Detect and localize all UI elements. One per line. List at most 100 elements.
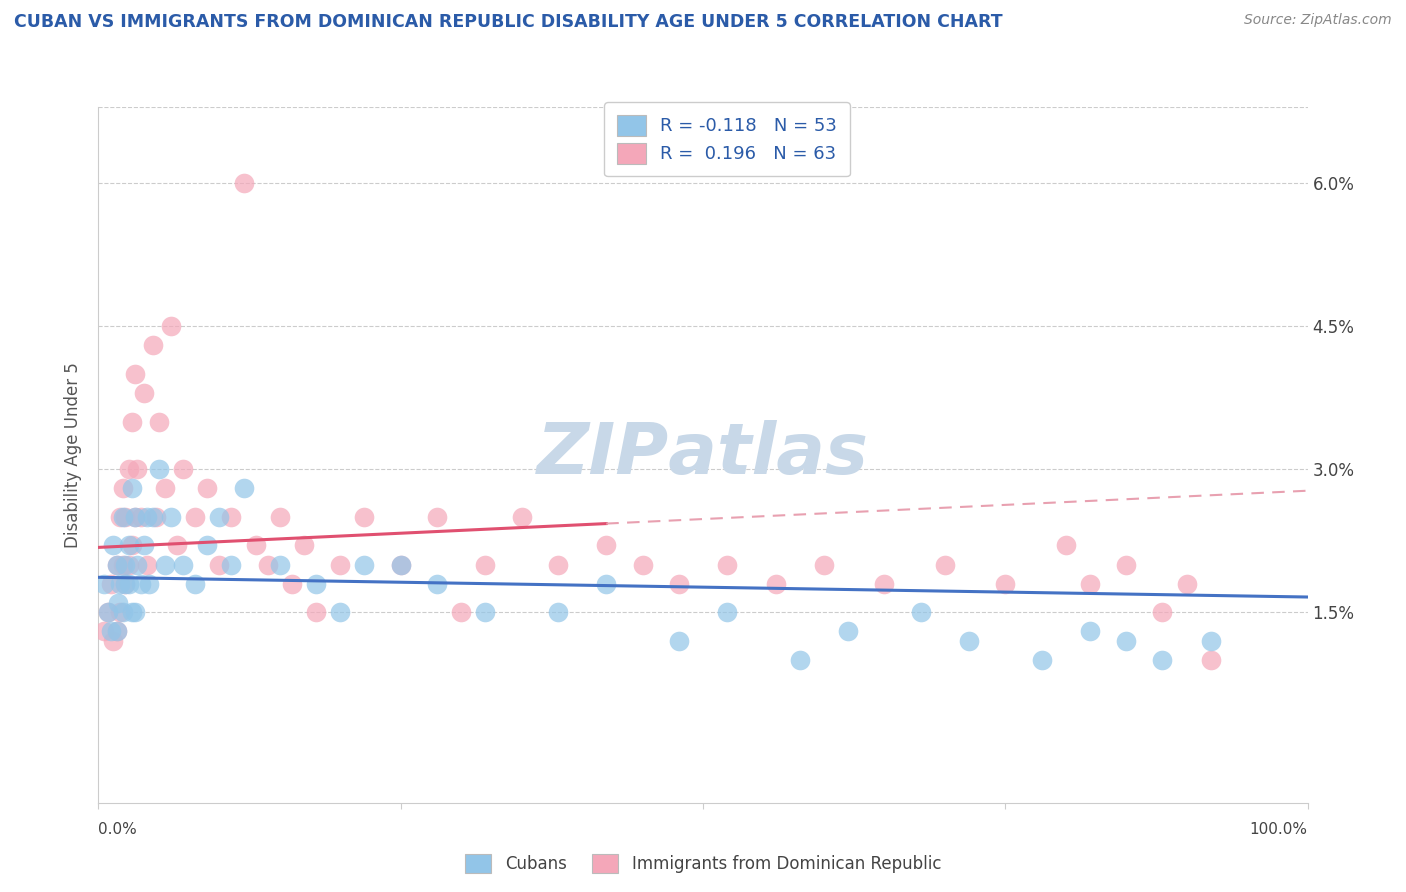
Point — [547, 605, 569, 619]
Point — [245, 539, 267, 553]
Point — [160, 509, 183, 524]
Point — [101, 539, 124, 553]
Point — [100, 576, 122, 591]
Text: ZIP​atlas: ZIP​atlas — [537, 420, 869, 490]
Point — [118, 539, 141, 553]
Point — [353, 558, 375, 572]
Point — [595, 576, 617, 591]
Point — [100, 624, 122, 639]
Point — [114, 576, 136, 591]
Point — [118, 576, 141, 591]
Point — [121, 481, 143, 495]
Point — [153, 558, 176, 572]
Point — [105, 558, 128, 572]
Point — [124, 367, 146, 381]
Point — [281, 576, 304, 591]
Point — [668, 633, 690, 648]
Point — [138, 576, 160, 591]
Point — [97, 605, 120, 619]
Point — [153, 481, 176, 495]
Legend: Cubans, Immigrants from Dominican Republic: Cubans, Immigrants from Dominican Republ… — [453, 842, 953, 885]
Point — [716, 605, 738, 619]
Point — [1115, 633, 1137, 648]
Point — [305, 576, 328, 591]
Point — [329, 558, 352, 572]
Point — [450, 605, 472, 619]
Text: CUBAN VS IMMIGRANTS FROM DOMINICAN REPUBLIC DISABILITY AGE UNDER 5 CORRELATION C: CUBAN VS IMMIGRANTS FROM DOMINICAN REPUB… — [14, 13, 1002, 31]
Point — [765, 576, 787, 591]
Point — [111, 481, 134, 495]
Point — [121, 415, 143, 429]
Point — [389, 558, 412, 572]
Point — [129, 509, 152, 524]
Point — [145, 509, 167, 524]
Point — [142, 338, 165, 352]
Point — [329, 605, 352, 619]
Point — [221, 558, 243, 572]
Point — [474, 605, 496, 619]
Point — [118, 462, 141, 476]
Point — [195, 481, 218, 495]
Point — [269, 558, 291, 572]
Point — [114, 558, 136, 572]
Point — [129, 576, 152, 591]
Point — [101, 633, 124, 648]
Point — [221, 509, 243, 524]
Text: 100.0%: 100.0% — [1250, 822, 1308, 837]
Point — [232, 176, 254, 190]
Point — [107, 596, 129, 610]
Point — [426, 576, 449, 591]
Point — [1115, 558, 1137, 572]
Point — [269, 509, 291, 524]
Point — [105, 624, 128, 639]
Point — [93, 624, 115, 639]
Point — [934, 558, 956, 572]
Point — [595, 539, 617, 553]
Y-axis label: Disability Age Under 5: Disability Age Under 5 — [65, 362, 83, 548]
Point — [148, 462, 170, 476]
Point — [124, 605, 146, 619]
Point — [134, 386, 156, 401]
Point — [510, 509, 533, 524]
Text: Source: ZipAtlas.com: Source: ZipAtlas.com — [1244, 13, 1392, 28]
Point — [789, 653, 811, 667]
Point — [910, 605, 932, 619]
Point — [1078, 576, 1101, 591]
Point — [121, 605, 143, 619]
Point — [166, 539, 188, 553]
Point — [172, 462, 194, 476]
Text: 0.0%: 0.0% — [98, 822, 138, 837]
Point — [1054, 539, 1077, 553]
Point — [118, 558, 141, 572]
Point — [1152, 653, 1174, 667]
Point — [813, 558, 835, 572]
Point — [184, 509, 207, 524]
Point — [1175, 576, 1198, 591]
Point — [111, 558, 134, 572]
Point — [1031, 653, 1053, 667]
Point — [111, 509, 134, 524]
Point — [631, 558, 654, 572]
Point — [1152, 605, 1174, 619]
Point — [353, 509, 375, 524]
Point — [93, 576, 115, 591]
Point — [292, 539, 315, 553]
Point — [837, 624, 859, 639]
Point — [108, 605, 131, 619]
Point — [1078, 624, 1101, 639]
Point — [716, 558, 738, 572]
Point — [305, 605, 328, 619]
Point — [195, 539, 218, 553]
Point — [127, 558, 149, 572]
Point — [135, 509, 157, 524]
Point — [108, 576, 131, 591]
Point — [389, 558, 412, 572]
Point — [108, 509, 131, 524]
Point — [1199, 653, 1222, 667]
Point — [142, 509, 165, 524]
Point — [668, 576, 690, 591]
Point — [208, 558, 231, 572]
Point — [160, 319, 183, 334]
Point — [957, 633, 980, 648]
Point — [105, 558, 128, 572]
